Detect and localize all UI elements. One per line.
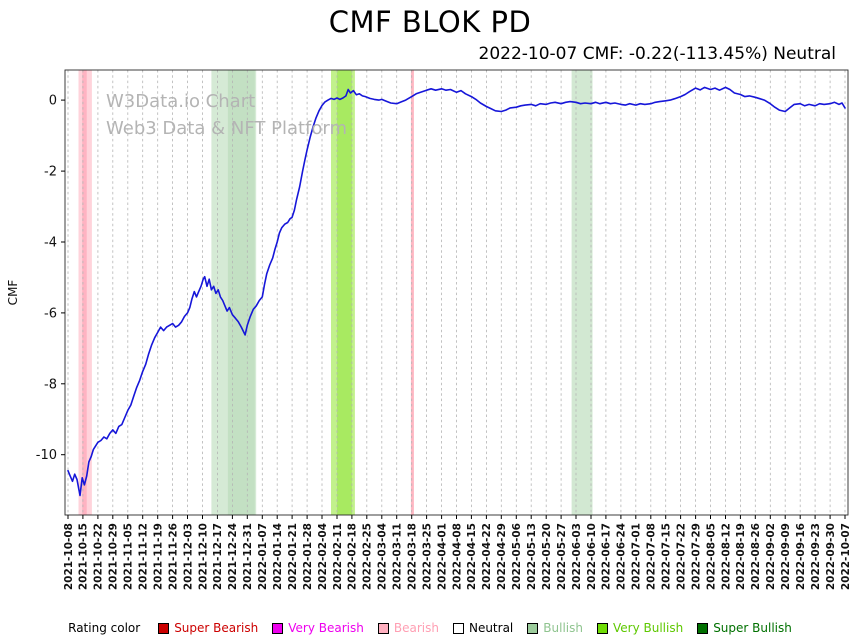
legend-title: Rating color — [68, 621, 141, 635]
legend-item-neutral: Neutral — [452, 621, 514, 635]
legend-label-very-bullish: Very Bullish — [612, 621, 684, 635]
x-tick-label: 2022-04-08 — [451, 523, 463, 590]
legend-item-very-bearish: Very Bearish — [272, 621, 364, 635]
page-title: CMF BLOK PD — [328, 5, 532, 39]
x-tick-label: 2022-03-25 — [421, 523, 433, 590]
legend-label-bullish: Bullish — [543, 621, 583, 635]
x-tick-label: 2021-11-19 — [153, 523, 165, 590]
x-tick-label: 2022-04-29 — [496, 523, 508, 590]
x-tick-label: 2022-03-18 — [407, 523, 419, 590]
x-tick-label: 2021-12-10 — [197, 523, 209, 590]
x-tick-label: 2022-07-08 — [646, 523, 658, 590]
legend-label-super-bullish: Super Bullish — [713, 621, 792, 635]
x-tick-label: 2022-07-29 — [690, 523, 702, 590]
legend-swatch-very-bearish — [272, 622, 284, 634]
legend-item-very-bullish: Very Bullish — [596, 621, 684, 635]
y-tick-label: -4 — [44, 236, 57, 251]
legend-swatch-bearish — [377, 622, 389, 634]
x-tick-label: 2022-01-28 — [302, 523, 314, 590]
rating-band-very-bullish — [331, 70, 355, 515]
rating-legend: Rating color Super Bearish Very Bearish Be… — [0, 621, 860, 635]
x-tick-label: 2022-07-22 — [675, 523, 687, 590]
x-tick-label: 2022-02-18 — [347, 523, 359, 590]
x-tick-label: 2022-08-26 — [750, 523, 762, 590]
rating-band-bearish — [78, 70, 92, 515]
x-tick-label: 2022-10-07 — [840, 523, 852, 590]
y-tick-label: -10 — [36, 448, 57, 463]
legend-item-bearish: Bearish — [377, 621, 439, 635]
cmf-line — [67, 86, 846, 497]
x-tick-label: 2022-05-13 — [526, 523, 538, 590]
legend-swatch-super-bullish — [697, 622, 709, 634]
x-tick-label: 2022-08-05 — [705, 523, 717, 590]
rating-band-bullish — [227, 70, 255, 515]
x-tick-label: 2021-10-22 — [93, 523, 105, 590]
x-tick-label: 2021-10-29 — [108, 523, 120, 590]
legend-swatch-neutral — [452, 622, 464, 634]
x-tick-label: 2022-02-11 — [332, 523, 344, 590]
y-tick-label: -8 — [44, 377, 57, 392]
x-tick-label: 2021-12-17 — [212, 523, 224, 590]
x-tick-label: 2022-01-07 — [257, 523, 269, 590]
y-tick-label: -6 — [44, 306, 57, 321]
chart-subtitle-current-value: 2022-10-07 CMF: -0.22(-113.45%) Neutral — [478, 44, 837, 64]
x-tick-label: 2022-09-16 — [795, 523, 807, 590]
y-tick-label: 0 — [49, 94, 57, 109]
rating-band-very-bullish — [337, 70, 352, 515]
x-tick-label: 2022-06-10 — [586, 523, 598, 590]
x-tick-label: 2022-06-03 — [571, 523, 583, 590]
x-tick-label: 2022-04-22 — [481, 523, 493, 590]
y-tick-label: -2 — [44, 165, 57, 180]
x-tick-label: 2022-09-09 — [780, 523, 792, 590]
legend-item-bullish: Bullish — [527, 621, 583, 635]
legend-swatch-very-bullish — [596, 622, 608, 634]
x-tick-label: 2022-09-23 — [810, 523, 822, 590]
x-tick-label: 2021-12-03 — [182, 523, 194, 590]
legend-swatch-bullish — [527, 622, 539, 634]
x-tick-label: 2022-05-27 — [556, 523, 568, 590]
x-tick-label: 2022-02-04 — [317, 523, 329, 590]
legend-swatch-super-bearish — [158, 622, 170, 634]
x-tick-label: 2022-07-15 — [661, 523, 673, 590]
legend-label-neutral: Neutral — [468, 621, 514, 635]
x-tick-label: 2022-02-25 — [362, 523, 374, 590]
x-tick-label: 2022-05-20 — [541, 523, 553, 590]
x-tick-label: 2022-01-14 — [272, 523, 284, 590]
rating-band-bullish — [571, 70, 593, 515]
legend-items: Super Bearish Very Bearish Bearish Neutral B… — [158, 621, 792, 635]
x-tick-label: 2021-10-15 — [78, 523, 90, 590]
x-tick-label: 2022-06-17 — [601, 523, 613, 590]
rating-band-bearish — [410, 70, 414, 515]
x-tick-label: 2021-10-08 — [63, 523, 75, 590]
legend-item-super-bullish: Super Bullish — [697, 621, 792, 635]
x-tick-label: 2022-06-24 — [616, 523, 628, 590]
y-axis-label: CMF — [6, 280, 20, 306]
x-tick-label: 2022-01-21 — [287, 523, 299, 590]
x-tick-label: 2022-07-01 — [631, 523, 643, 590]
x-tick-label: 2021-12-31 — [242, 523, 254, 590]
x-tick-label: 2022-08-19 — [735, 523, 747, 590]
x-tick-label: 2022-09-30 — [825, 523, 837, 590]
x-tick-label: 2021-11-05 — [123, 523, 135, 590]
x-tick-label: 2022-08-12 — [720, 523, 732, 590]
x-tick-label: 2022-09-02 — [765, 523, 777, 590]
legend-label-very-bearish: Very Bearish — [288, 621, 364, 635]
rating-band-bearish — [82, 70, 87, 515]
x-tick-label: 2022-03-11 — [392, 523, 404, 590]
legend-label-super-bearish: Super Bearish — [174, 621, 259, 635]
legend-item-super-bearish: Super Bearish — [158, 621, 258, 635]
x-tick-label: 2021-11-12 — [138, 523, 150, 590]
x-tick-label: 2022-05-06 — [511, 523, 523, 590]
x-tick-label: 2021-12-24 — [227, 523, 239, 590]
x-tick-label: 2022-04-01 — [436, 523, 448, 590]
x-tick-label: 2022-03-04 — [377, 523, 389, 590]
legend-label-bearish: Bearish — [393, 621, 439, 635]
x-tick-label: 2021-11-26 — [167, 523, 179, 590]
x-tick-label: 2022-04-15 — [466, 523, 478, 590]
